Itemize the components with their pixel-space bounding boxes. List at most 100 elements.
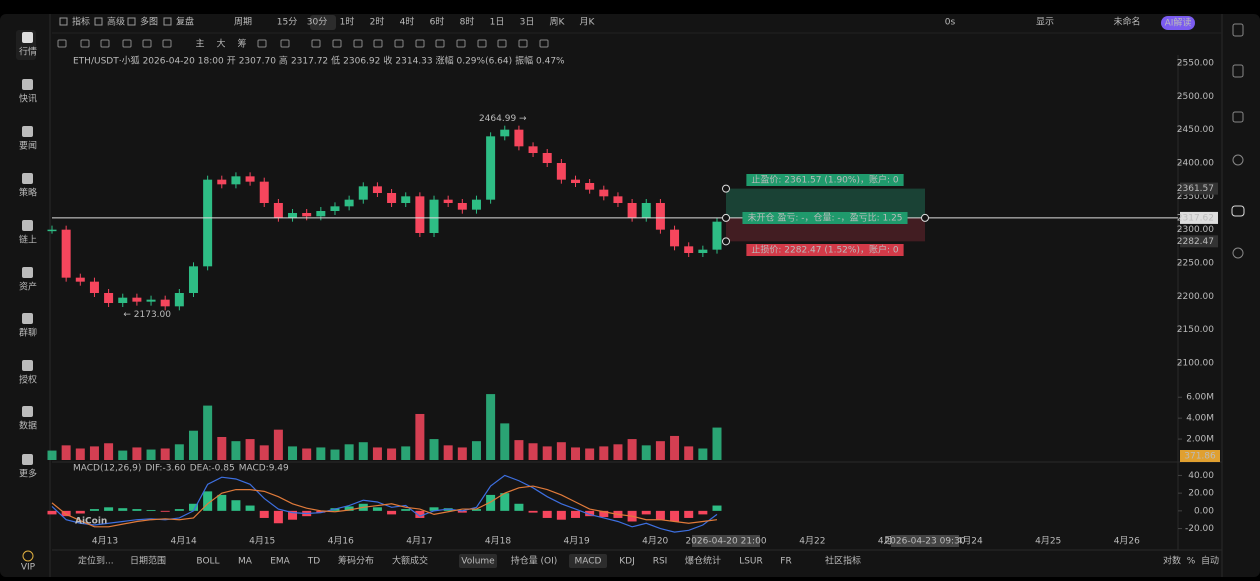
draw-tool[interactable] — [142, 39, 152, 48]
draw-tool[interactable] — [539, 39, 549, 48]
period[interactable]: 30分 — [307, 17, 327, 28]
indicator[interactable]: 爆仓统计 — [685, 555, 721, 567]
sidebar-label[interactable]: 资产 — [19, 281, 37, 293]
draw-tool[interactable] — [162, 39, 172, 48]
layout-name[interactable]: 未命名 — [1113, 16, 1140, 28]
sidebar-label[interactable]: 要闻 — [19, 141, 37, 152]
period[interactable]: 4时 — [400, 16, 415, 28]
sidebar-label[interactable]: 数据 — [19, 420, 37, 432]
indicator[interactable]: LSUR — [739, 557, 763, 567]
toolbar-item[interactable]: 多图 — [140, 16, 158, 28]
period[interactable]: 6时 — [430, 16, 445, 28]
indicator[interactable]: 筹码分布 — [338, 555, 374, 567]
indicator[interactable]: MA — [238, 557, 253, 567]
draw-tool[interactable] — [332, 39, 342, 48]
candle — [556, 163, 566, 180]
timer[interactable]: 0s — [945, 18, 956, 28]
period[interactable]: 15分 — [277, 17, 297, 28]
icon[interactable] — [1232, 64, 1244, 78]
draw-tool[interactable] — [280, 39, 290, 48]
draw-tool[interactable] — [373, 39, 383, 48]
handle[interactable] — [921, 213, 929, 222]
sidebar-icon[interactable] — [22, 79, 33, 90]
sidebar-icon[interactable] — [22, 267, 33, 278]
vip-label[interactable]: VIP — [21, 563, 36, 573]
toolbar-item[interactable]: 指标 — [72, 16, 90, 28]
toolbar-item[interactable]: 复盘 — [176, 16, 194, 28]
handle[interactable] — [722, 237, 730, 246]
draw-tool-label[interactable]: 筹 — [237, 38, 246, 50]
period[interactable]: 2时 — [370, 16, 385, 28]
draw-tool[interactable] — [80, 39, 90, 48]
display[interactable]: 显示 — [1036, 17, 1054, 28]
icon[interactable] — [1232, 154, 1244, 166]
volume-tick-label: 6.00M — [1186, 393, 1214, 403]
indicator[interactable]: Volume — [461, 557, 495, 567]
period[interactable]: 周K — [550, 17, 566, 28]
sidebar-icon[interactable] — [22, 126, 33, 137]
indicator[interactable]: KDJ — [619, 557, 635, 567]
draw-tool[interactable] — [311, 39, 321, 48]
axis-option[interactable]: % — [1187, 557, 1196, 567]
draw-tool[interactable] — [394, 39, 404, 48]
volume-bar — [670, 435, 680, 460]
sidebar-icon[interactable] — [22, 220, 33, 231]
sidebar-icon[interactable] — [22, 360, 33, 371]
draw-tool[interactable] — [477, 39, 487, 48]
sidebar-icon[interactable] — [22, 313, 33, 324]
draw-tool[interactable] — [257, 39, 267, 48]
period[interactable]: 月K — [580, 17, 596, 28]
indicator[interactable]: 持仓量 (OI) — [511, 555, 558, 567]
draw-tool[interactable] — [353, 39, 363, 48]
indicator[interactable]: TD — [307, 557, 320, 567]
indicator[interactable]: FR — [780, 557, 791, 567]
icon[interactable] — [1231, 205, 1245, 217]
indicator[interactable]: MACD — [575, 557, 602, 567]
sidebar-label[interactable]: 快讯 — [19, 93, 37, 105]
indicator[interactable]: BOLL — [196, 557, 219, 567]
macd-legend: DIF:-3.60 — [145, 464, 186, 474]
position-label-box — [746, 244, 904, 256]
toolbar-item[interactable]: 高级 — [107, 16, 125, 28]
date-range[interactable]: 日期范围 — [130, 555, 166, 567]
period-label[interactable]: 周期 — [234, 17, 252, 28]
sidebar-label[interactable]: 行情 — [19, 46, 37, 58]
draw-tool[interactable] — [122, 39, 132, 48]
period[interactable]: 1时 — [340, 16, 355, 28]
indicator[interactable]: 大额成交 — [392, 555, 428, 567]
draw-tool-label[interactable]: 主 — [195, 38, 204, 50]
handle[interactable] — [722, 213, 730, 222]
sidebar-icon[interactable] — [22, 32, 33, 43]
handle[interactable] — [722, 184, 730, 193]
period[interactable]: 8时 — [460, 16, 475, 28]
sidebar-label[interactable]: 群聊 — [19, 327, 37, 339]
draw-tool[interactable] — [497, 39, 507, 48]
draw-tool[interactable] — [100, 39, 110, 48]
sidebar-icon[interactable] — [22, 454, 33, 465]
sidebar-label[interactable]: 更多 — [19, 468, 37, 480]
draw-tool[interactable] — [518, 39, 528, 48]
draw-tool[interactable] — [415, 39, 425, 48]
ai-button[interactable]: AI解读 — [1165, 17, 1192, 29]
macd-bar — [556, 510, 566, 520]
indicator[interactable]: RSI — [653, 557, 668, 567]
indicator[interactable]: 社区指标 — [825, 555, 861, 567]
sidebar-label[interactable]: 链上 — [19, 234, 37, 246]
draw-tool[interactable] — [435, 39, 445, 48]
period[interactable]: 1日 — [490, 17, 505, 28]
draw-tool[interactable] — [57, 39, 67, 48]
sidebar-label[interactable]: 授权 — [19, 374, 37, 386]
icon[interactable] — [1232, 111, 1244, 123]
sidebar-icon[interactable] — [22, 406, 33, 417]
icon[interactable] — [1232, 247, 1244, 259]
draw-tool[interactable] — [456, 39, 466, 48]
indicator[interactable]: EMA — [270, 557, 290, 567]
sidebar-icon[interactable] — [22, 173, 33, 184]
sidebar-label[interactable]: 策略 — [19, 187, 37, 199]
icon[interactable] — [1232, 23, 1244, 37]
axis-option[interactable]: 对数 — [1163, 555, 1181, 567]
axis-option[interactable]: 自动 — [1201, 555, 1219, 567]
period[interactable]: 3日 — [520, 17, 535, 28]
locate[interactable]: 定位到... — [78, 555, 114, 567]
draw-tool-label[interactable]: 大 — [216, 38, 225, 50]
